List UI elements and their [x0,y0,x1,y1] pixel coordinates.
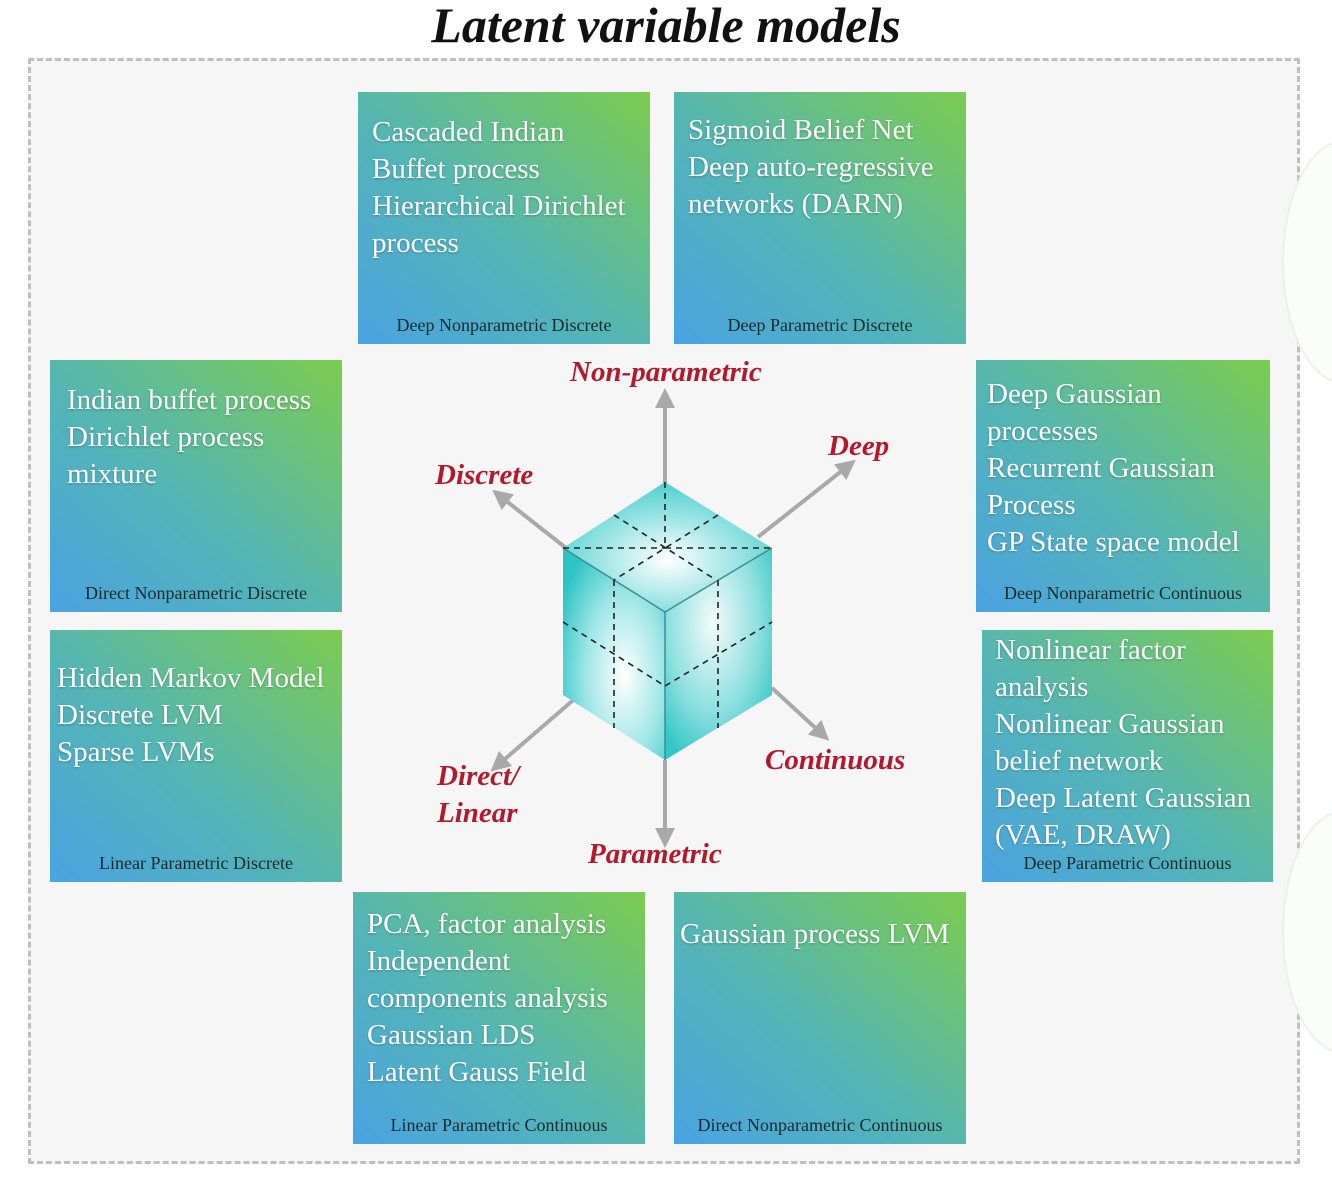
box-line: (VAE, DRAW) [995,819,1171,851]
box-line: Nonlinear factor [995,634,1186,666]
box-caption: Deep Nonparametric Discrete [396,315,612,335]
diagram-title: Latent variable models [431,0,901,53]
box-line: PCA, factor analysis [367,908,607,940]
box-direct-nonparametric-discrete: Indian buffet process Dirichlet process … [50,360,342,612]
box-line: Recurrent Gaussian [987,452,1215,484]
box-line: processes [987,415,1099,447]
box-line: Sigmoid Belief Net [688,114,914,146]
box-line: Hidden Markov Model [57,662,325,694]
box-line: GP State space model [987,526,1240,558]
box-line: components analysis [367,982,608,1014]
axis-discrete-arrow [492,489,568,550]
box-caption: Deep Parametric Continuous [1023,853,1232,873]
box-line: Buffet process [372,153,540,185]
axis-continuous-arrow [770,686,830,741]
box-direct-nonparametric-continuous: Gaussian process LVM Direct Nonparametri… [674,892,966,1144]
box-deep-parametric-continuous: Nonlinear factor analysis Nonlinear Gaus… [982,630,1273,882]
box-line: Latent Gauss Field [367,1056,587,1088]
box-line: mixture [67,458,158,490]
box-line: analysis [995,671,1089,703]
box-line: Deep Gaussian [987,378,1162,410]
box-deep-parametric-discrete: Sigmoid Belief Net Deep auto-regressive … [674,92,966,344]
box-line: Deep Latent Gaussian [995,782,1252,814]
axis-label-deep: Deep [828,430,890,462]
box-line: Independent [367,945,511,977]
box-line: Sparse LVMs [57,736,215,768]
axis-label-linear: Linear [437,797,518,829]
axis-label-non-parametric: Non-parametric [570,356,762,388]
box-line: Gaussian process LVM [680,918,950,950]
box-caption: Direct Nonparametric Discrete [85,583,307,603]
box-line: Deep auto-regressive [688,151,934,183]
box-line: Dirichlet process [67,421,265,453]
axis-label-parametric: Parametric [588,838,722,870]
box-caption: Linear Parametric Continuous [390,1115,608,1135]
box-line: process [372,227,459,259]
box-line: Indian buffet process [67,384,312,416]
cube-right-face [665,548,772,760]
box-linear-parametric-discrete: Hidden Markov Model Discrete LVM Sparse … [50,630,342,882]
box-line: Hierarchical Dirichlet [372,190,626,222]
box-line: Gaussian LDS [367,1019,536,1051]
cube-dashed-lines [562,482,773,728]
box-line: Cascaded Indian [372,116,565,148]
box-line: Nonlinear Gaussian [995,708,1225,740]
box-deep-nonparametric-discrete: Cascaded Indian Buffet process Hierarchi… [358,92,650,344]
box-caption: Deep Nonparametric Continuous [1004,583,1242,603]
box-deep-nonparametric-continuous: Deep Gaussian processes Recurrent Gaussi… [976,360,1270,612]
axis-label-direct: Direct/ [437,760,520,792]
axis-label-continuous: Continuous [765,744,906,776]
box-caption: Direct Nonparametric Continuous [697,1115,943,1135]
box-line: Discrete LVM [57,699,223,731]
axis-deep-arrow [756,459,856,539]
box-line: networks (DARN) [688,188,904,220]
box-caption: Linear Parametric Discrete [99,853,293,873]
box-line: belief network [995,745,1164,777]
box-linear-parametric-continuous: PCA, factor analysis Independent compone… [353,892,645,1144]
box-caption: Deep Parametric Discrete [727,315,913,335]
axis-label-discrete: Discrete [435,459,534,491]
box-line: Process [987,489,1076,521]
